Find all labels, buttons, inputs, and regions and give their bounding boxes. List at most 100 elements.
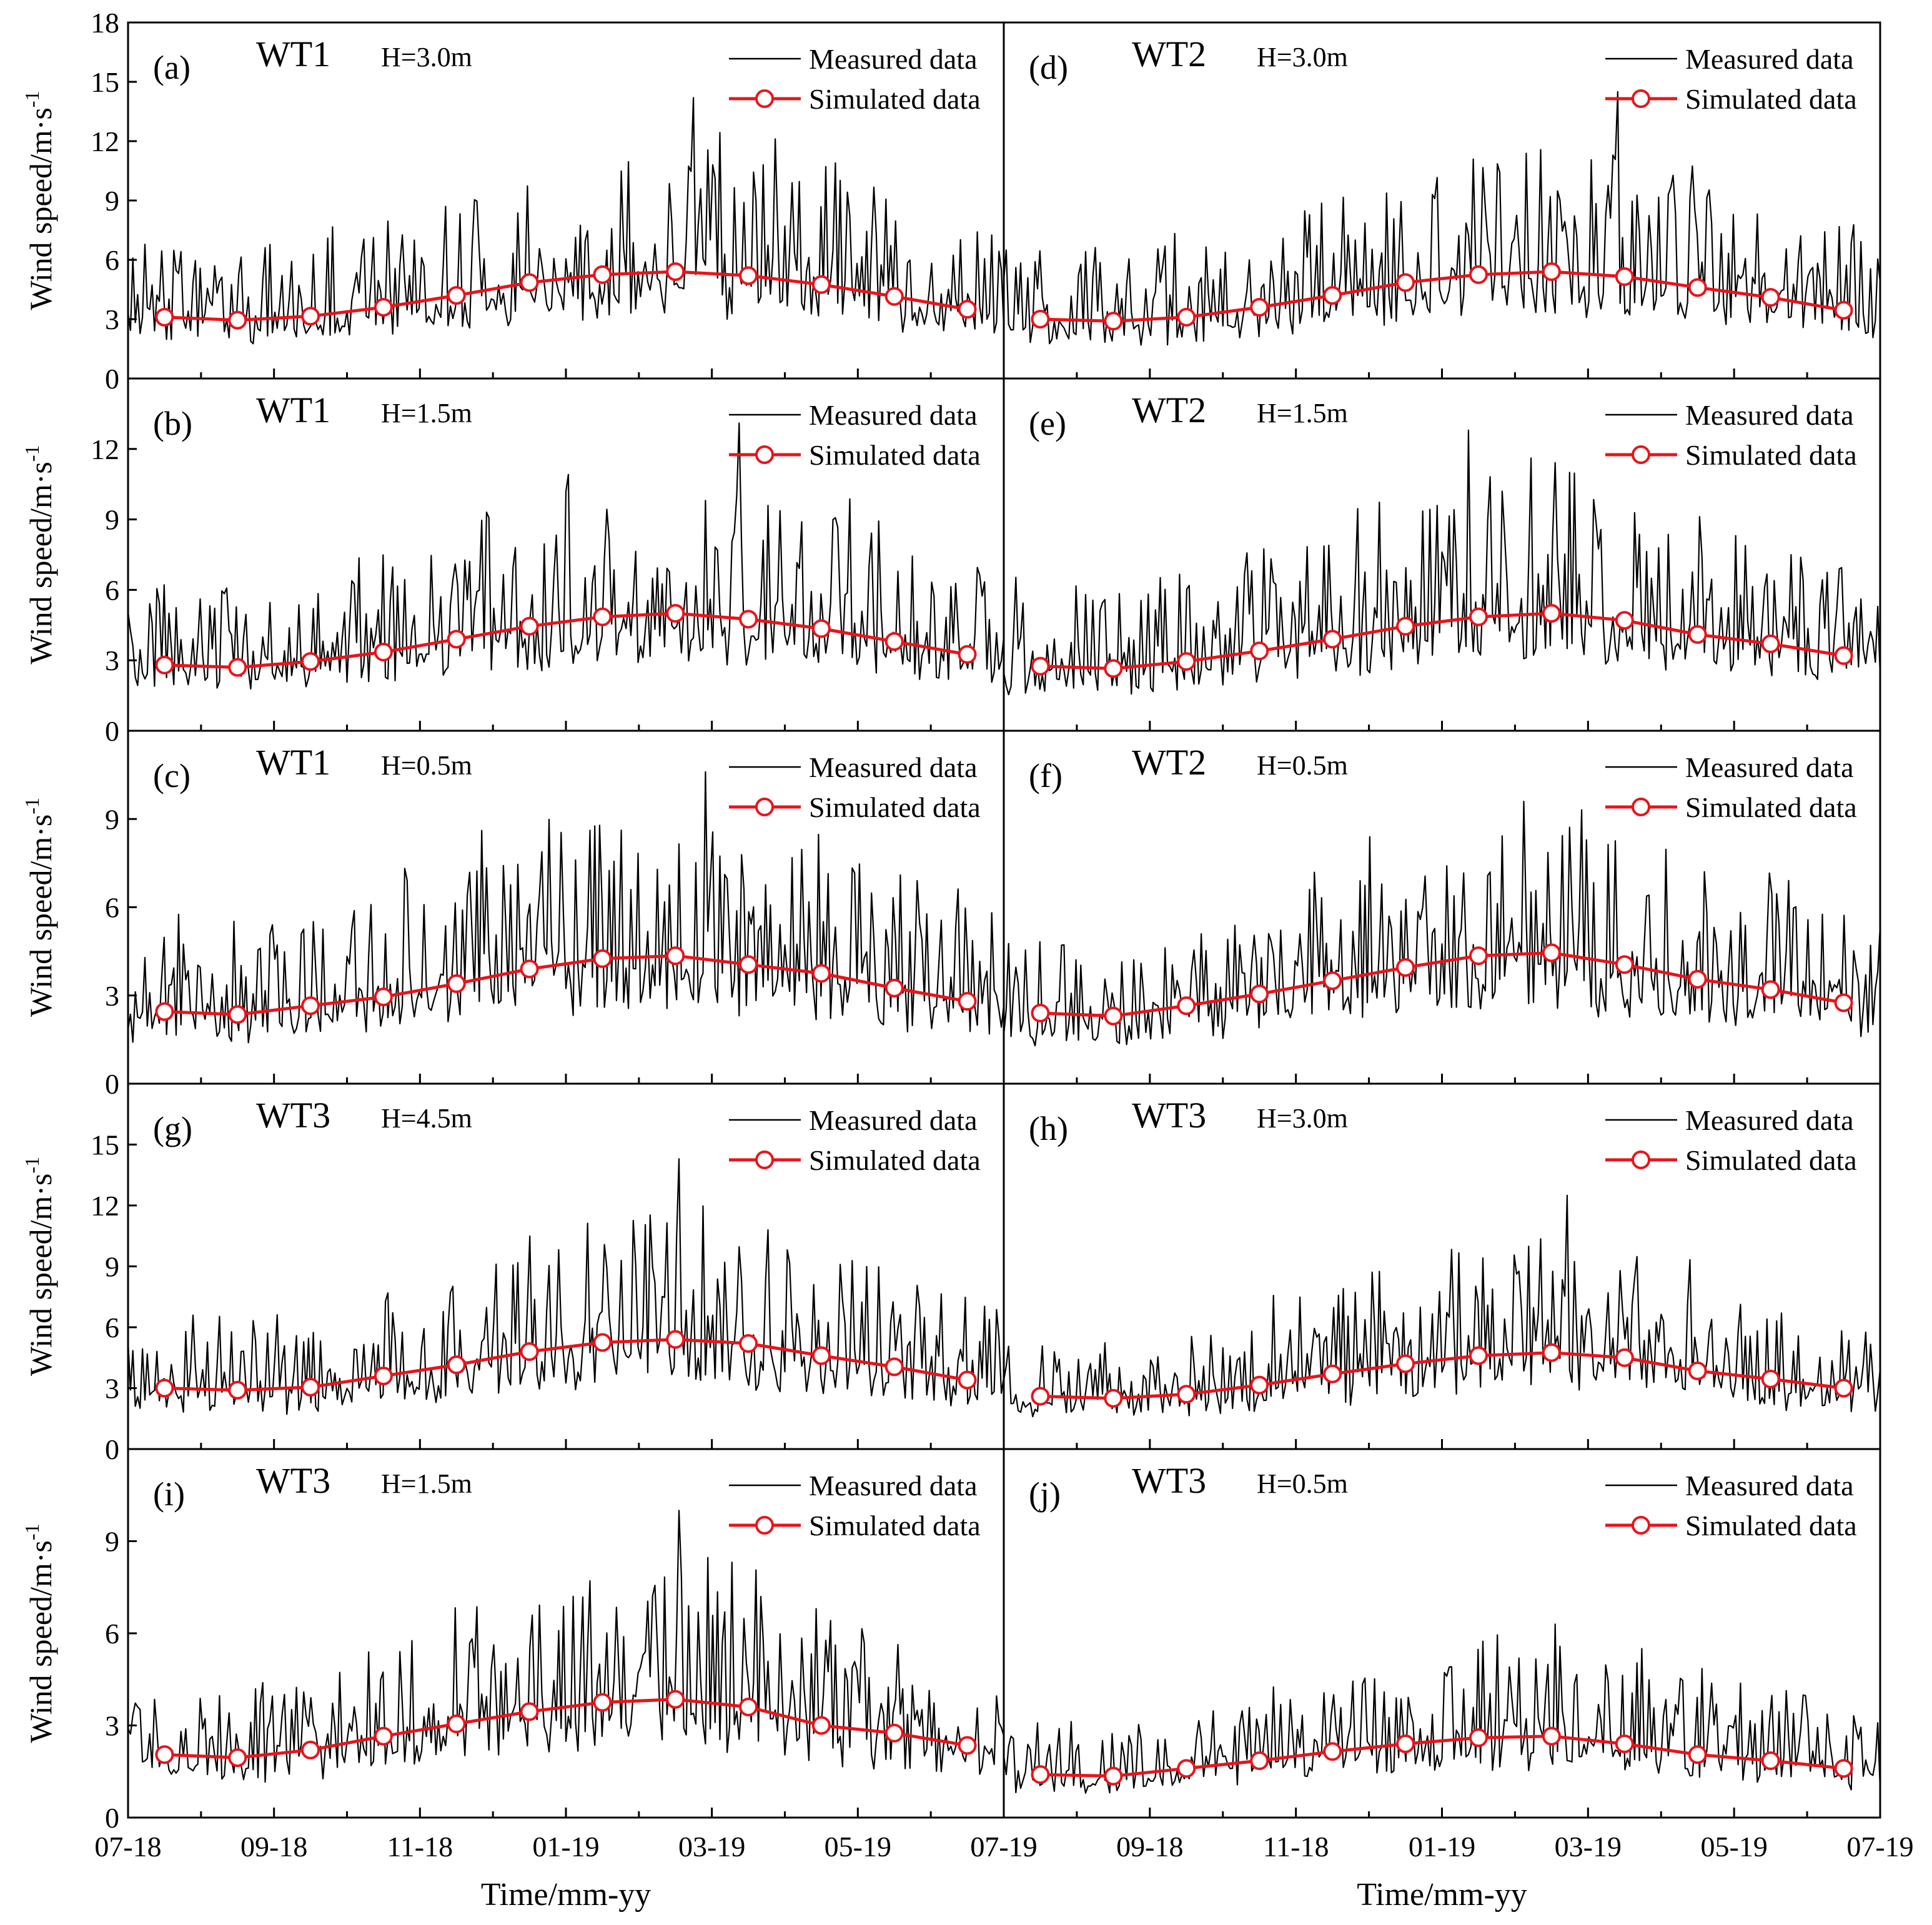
simulated-point: [1834, 300, 1853, 320]
y-tick-label: 12: [91, 433, 119, 465]
legend-simulated-marker: [1632, 89, 1650, 108]
measured-series-line: [127, 1510, 1005, 1783]
x-tick-label: 07-19: [970, 1831, 1037, 1863]
x-tick-label: 03-19: [1555, 1831, 1622, 1863]
height-label: H=0.5m: [1257, 1468, 1348, 1499]
simulated-point: [1177, 307, 1196, 327]
simulated-point: [1250, 298, 1269, 317]
simulated-point: [301, 1740, 320, 1759]
simulated-point: [666, 946, 685, 966]
panel-label: (c): [153, 757, 191, 794]
site-label: WT2: [1132, 34, 1206, 74]
simulated-point: [228, 310, 247, 330]
site-label: WT3: [256, 1095, 330, 1136]
simulated-point: [1615, 1734, 1634, 1753]
simulated-point: [1323, 1364, 1342, 1383]
y-tick-label: 6: [105, 1312, 119, 1344]
x-tick-label: 07-19: [970, 1831, 1037, 1863]
simulated-series-line: [164, 270, 968, 322]
legend-measured-label: Measured data: [1685, 1470, 1854, 1502]
plot-frame: [1003, 1082, 1881, 1450]
simulated-point: [958, 300, 977, 319]
x-tick-label: 11-18: [1263, 1831, 1329, 1863]
simulated-point: [374, 1726, 393, 1746]
simulated-point: [447, 1715, 466, 1734]
simulated-point: [593, 1693, 612, 1712]
legend-measured-label: Measured data: [1685, 1104, 1854, 1136]
y-axis-title-superscript: -1: [21, 1524, 43, 1541]
simulated-point: [447, 974, 466, 993]
y-tick-label: 18: [91, 7, 119, 39]
simulated-point: [811, 964, 831, 983]
y-tick-label: 6: [105, 244, 119, 276]
y-tick-label: 12: [91, 1190, 119, 1222]
simulated-point: [1177, 996, 1196, 1016]
height-label: H=0.5m: [381, 750, 472, 781]
simulated-point: [228, 1748, 247, 1768]
legend-simulated-label: Simulated data: [809, 791, 981, 823]
legend-simulated-label: Simulated data: [809, 1144, 981, 1176]
simulated-point: [301, 652, 320, 671]
measured-series-line: [127, 97, 1005, 345]
simulated-point: [520, 959, 539, 979]
y-tick-label: 0: [105, 363, 119, 395]
simulated-point: [374, 1367, 393, 1385]
panel-label: (d): [1029, 49, 1068, 86]
panel-b: 0 3 6 9 12 (b) WT1 H=1.5m Measured data Simulated…: [21, 377, 1005, 747]
y-axis-title: Wind speed/m·s-1: [21, 1157, 58, 1376]
simulated-point: [155, 307, 174, 327]
y-axis-title-superscript: -1: [21, 1157, 43, 1174]
simulated-point: [1688, 278, 1707, 297]
y-tick-label: 9: [105, 803, 119, 835]
panel-label: (f): [1029, 757, 1063, 794]
simulated-point: [447, 630, 466, 649]
y-tick-label: 15: [91, 1129, 119, 1161]
simulated-point: [666, 604, 685, 623]
legend-simulated-marker: [1632, 1516, 1650, 1535]
simulated-point: [447, 286, 466, 305]
legend-measured-label: Measured data: [809, 751, 978, 783]
simulated-point: [301, 307, 320, 326]
panel-label: (b): [153, 405, 192, 442]
y-axis-title-text: Wind speed/m·s: [23, 814, 58, 1017]
simulated-point: [228, 1005, 247, 1024]
legend-simulated-label: Simulated data: [809, 83, 981, 115]
simulated-point: [811, 619, 831, 638]
measured-series-line: [1003, 91, 1881, 346]
simulated-point: [1688, 1745, 1707, 1764]
simulated-point: [1396, 616, 1415, 636]
simulated-point: [811, 1346, 831, 1365]
simulated-point: [1542, 262, 1561, 281]
legend-measured-label: Measured data: [809, 43, 978, 75]
panel-d: (d) WT2 H=3.0m Measured data Simulated data: [1003, 21, 1881, 380]
simulated-point: [1688, 625, 1707, 644]
simulated-point: [666, 1330, 685, 1349]
simulated-point: [520, 616, 539, 636]
legend-simulated-marker: [755, 798, 774, 816]
y-tick-label: 0: [105, 1433, 119, 1465]
simulated-point: [1031, 656, 1050, 676]
panel-label: (h): [1029, 1110, 1068, 1147]
site-label: WT3: [256, 1460, 330, 1501]
x-tick-label: 05-19: [825, 1831, 891, 1863]
simulated-point: [1177, 1385, 1196, 1404]
legend-simulated-marker: [1632, 445, 1650, 464]
simulated-point: [1323, 971, 1342, 991]
plot-frame: [127, 21, 1005, 380]
y-tick-label: 12: [91, 126, 119, 157]
legend-measured-label: Measured data: [809, 1104, 978, 1136]
simulated-point: [1104, 1006, 1123, 1026]
simulated-point: [155, 1745, 174, 1764]
simulated-point: [447, 1355, 466, 1375]
simulated-point: [1834, 1378, 1853, 1398]
legend-measured-label: Measured data: [1685, 43, 1854, 75]
simulated-point: [593, 949, 612, 968]
simulated-point: [666, 262, 685, 281]
measured-series-line: [1003, 1623, 1881, 1794]
panel-a: 0 3 6 9 12 15 18 (a) WT1 H=3.0m Measured data Simul…: [21, 7, 1005, 395]
simulated-point: [520, 1702, 539, 1721]
y-tick-label: 0: [105, 1802, 119, 1834]
simulated-point: [1104, 659, 1123, 678]
y-tick-label: 3: [105, 1710, 119, 1742]
height-label: H=3.0m: [381, 42, 472, 72]
